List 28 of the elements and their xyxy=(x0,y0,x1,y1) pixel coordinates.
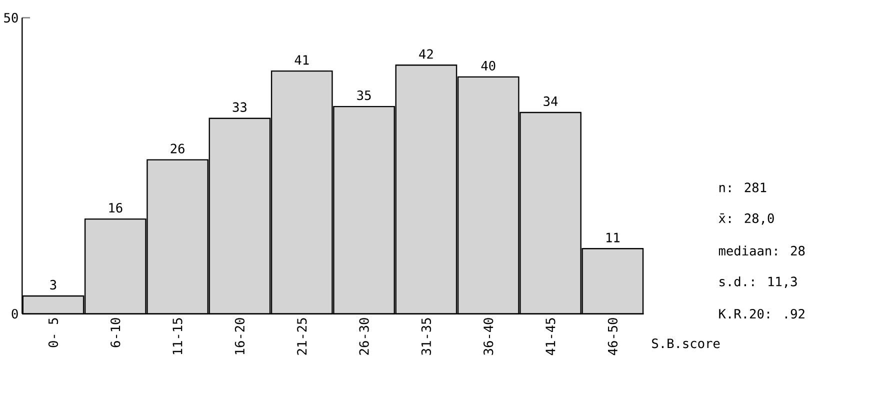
x-tick-label: 6-10 xyxy=(110,318,120,348)
text: n: 281 xyxy=(719,182,766,192)
text: x̄: 28,0 xyxy=(718,214,774,225)
data-label: 34 xyxy=(544,96,558,106)
data-label: 42 xyxy=(419,49,433,59)
y-tick-label: 0 xyxy=(12,309,18,319)
x-tick-label: 21-25 xyxy=(297,318,307,355)
text: s.d.: 11,3 xyxy=(720,276,797,288)
data-label: 16 xyxy=(109,203,122,213)
data-label: 41 xyxy=(294,55,309,65)
text: K.R.20: .92 xyxy=(719,309,804,319)
data-label: 26 xyxy=(170,144,184,154)
x-tick-label: 26-30 xyxy=(359,318,369,355)
text: mediaan: 28 xyxy=(718,246,805,256)
x-tick-label: 31-35 xyxy=(421,318,432,356)
x-tick-label: 0- 5 xyxy=(48,318,58,348)
x-tick-label: 46-50 xyxy=(608,318,618,356)
data-label: 35 xyxy=(357,90,371,100)
x-axis-title: S.B.score xyxy=(652,338,720,348)
data-label: 33 xyxy=(232,102,246,112)
data-label: 3 xyxy=(50,280,56,290)
data-label: 11 xyxy=(606,233,620,242)
x-tick-label: 16-20 xyxy=(234,318,245,354)
data-label: 40 xyxy=(481,61,496,71)
x-tick-label: 11-15 xyxy=(172,318,182,354)
x-tick-label: 36-40 xyxy=(484,318,494,356)
x-tick-label: 41-45 xyxy=(546,318,556,356)
y-tick-label: 50 xyxy=(4,13,18,23)
